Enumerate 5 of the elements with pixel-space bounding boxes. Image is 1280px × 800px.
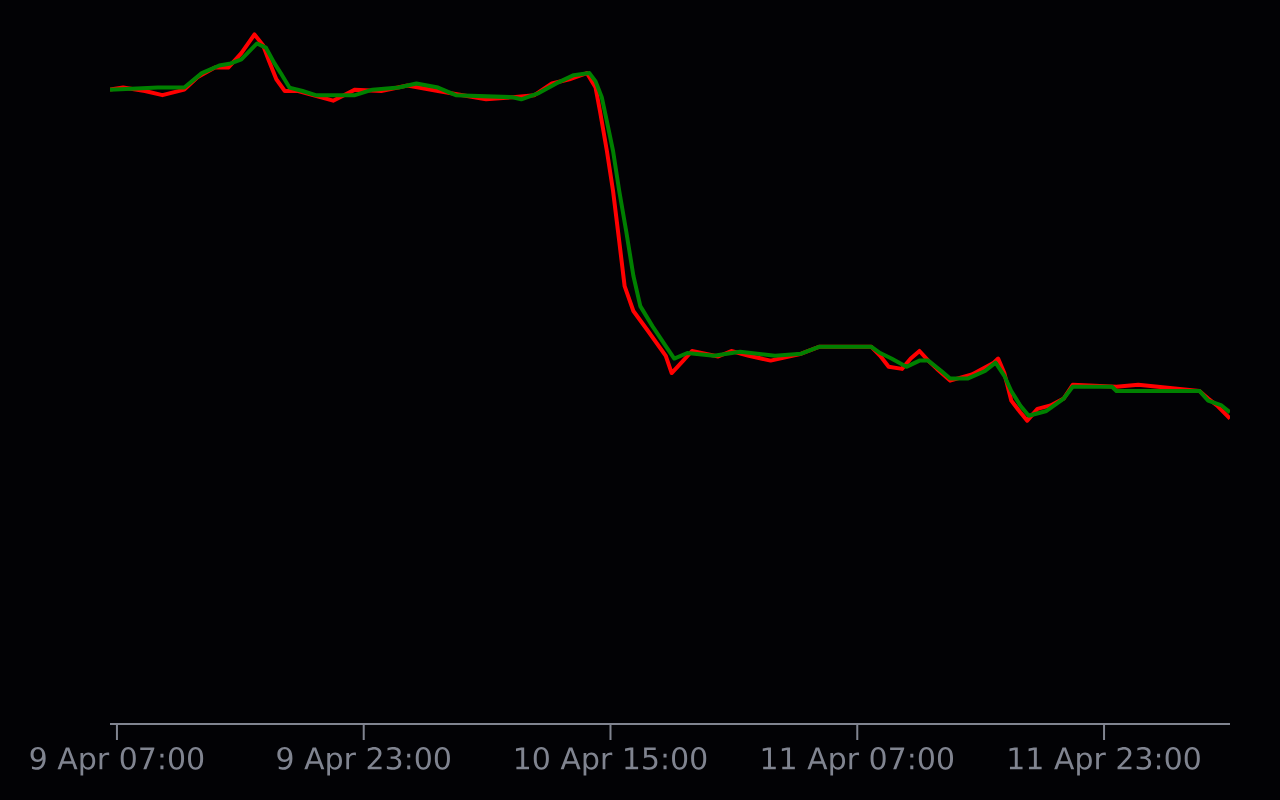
- x-tick-label: 11 Apr 07:00: [762, 747, 954, 776]
- x-tick-label: 11 Apr 23:00: [1009, 747, 1200, 776]
- x-tick-label: 9 Apr 07:00: [30, 747, 204, 776]
- x-tick-label: 10 Apr 15:00: [515, 747, 707, 776]
- x-tick-label: 9 Apr 23:00: [277, 747, 450, 776]
